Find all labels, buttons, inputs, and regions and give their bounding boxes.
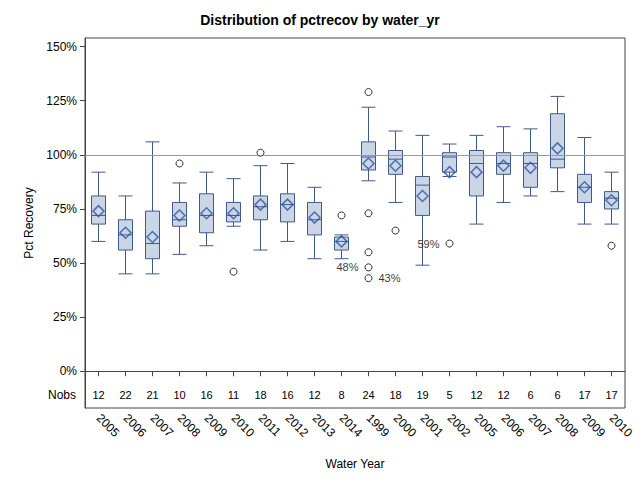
- svg-text:2010: 2010: [229, 411, 258, 440]
- svg-text:6: 6: [527, 389, 533, 401]
- svg-text:2011: 2011: [256, 411, 284, 439]
- svg-text:18: 18: [254, 389, 266, 401]
- svg-text:2002: 2002: [445, 411, 474, 440]
- svg-text:48%: 48%: [336, 261, 358, 273]
- svg-text:75%: 75%: [53, 202, 77, 216]
- svg-text:125%: 125%: [46, 94, 77, 108]
- svg-text:2005: 2005: [94, 411, 123, 440]
- svg-text:22: 22: [119, 389, 131, 401]
- svg-text:150%: 150%: [46, 40, 77, 54]
- svg-text:12: 12: [308, 389, 320, 401]
- svg-text:2014: 2014: [337, 411, 366, 440]
- svg-text:18: 18: [389, 389, 401, 401]
- svg-text:12: 12: [470, 389, 482, 401]
- svg-text:10: 10: [173, 389, 185, 401]
- svg-text:12: 12: [92, 389, 104, 401]
- svg-text:50%: 50%: [53, 256, 77, 270]
- svg-text:25%: 25%: [53, 310, 77, 324]
- svg-text:12: 12: [497, 389, 509, 401]
- svg-text:2008: 2008: [553, 411, 582, 440]
- svg-text:11: 11: [228, 389, 239, 401]
- svg-text:17: 17: [578, 389, 590, 401]
- svg-text:Distribution of pctrecov by wa: Distribution of pctrecov by water_yr: [200, 12, 440, 28]
- svg-text:Pct Recovery: Pct Recovery: [22, 187, 36, 258]
- svg-text:2006: 2006: [499, 411, 528, 440]
- svg-text:Water Year: Water Year: [326, 457, 385, 471]
- svg-text:2008: 2008: [175, 411, 204, 440]
- svg-text:2007: 2007: [526, 411, 555, 440]
- svg-text:21: 21: [146, 389, 158, 401]
- svg-text:1999: 1999: [364, 411, 393, 440]
- svg-text:2012: 2012: [283, 411, 312, 440]
- svg-text:59%: 59%: [417, 238, 439, 250]
- svg-text:2007: 2007: [148, 411, 177, 440]
- svg-text:19: 19: [416, 389, 428, 401]
- svg-text:5: 5: [446, 389, 452, 401]
- svg-text:6: 6: [554, 389, 560, 401]
- svg-text:100%: 100%: [46, 148, 77, 162]
- svg-text:24: 24: [362, 389, 374, 401]
- svg-text:Nobs: Nobs: [48, 388, 76, 402]
- svg-text:2000: 2000: [391, 411, 420, 440]
- svg-text:2006: 2006: [121, 411, 150, 440]
- svg-text:16: 16: [281, 389, 293, 401]
- svg-text:0%: 0%: [60, 364, 78, 378]
- svg-text:2013: 2013: [310, 411, 339, 440]
- svg-text:16: 16: [200, 389, 212, 401]
- svg-text:2009: 2009: [202, 411, 231, 440]
- svg-text:17: 17: [605, 389, 617, 401]
- svg-text:43%: 43%: [379, 272, 401, 284]
- svg-text:2010: 2010: [607, 411, 636, 440]
- svg-text:2001: 2001: [418, 411, 447, 440]
- svg-text:2009: 2009: [580, 411, 609, 440]
- svg-text:2005: 2005: [472, 411, 501, 440]
- svg-text:8: 8: [338, 389, 344, 401]
